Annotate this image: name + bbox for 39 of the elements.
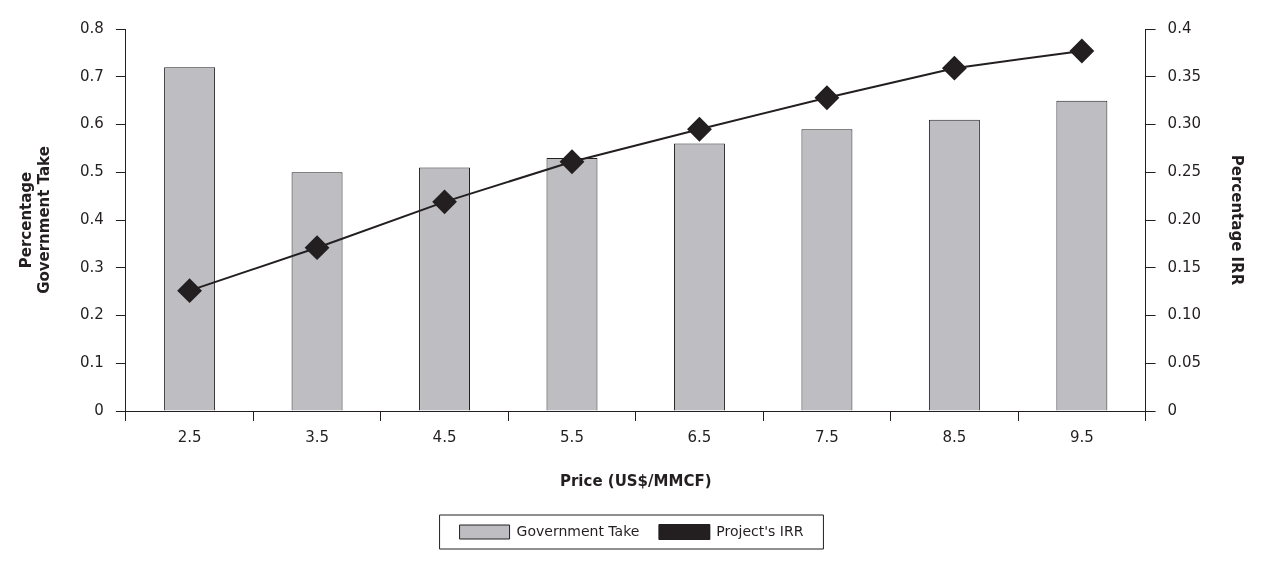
point <box>814 85 839 110</box>
y2-tick-label: 0 <box>1167 400 1178 419</box>
legend-label: Government Take <box>516 522 640 539</box>
y2-tick-label: 0.4 <box>1167 18 1192 37</box>
y-tick-label: 0.4 <box>80 209 104 228</box>
point <box>687 117 712 142</box>
y-axis-title: Percentage Government Take <box>16 146 53 294</box>
y2-tick-label: 0.20 <box>1167 209 1202 228</box>
x-tick-label: 5.5 <box>560 427 584 446</box>
point <box>1069 38 1094 63</box>
point <box>942 56 967 81</box>
y-tick-label: 0.1 <box>80 353 104 372</box>
y2-tick-label: 0.05 <box>1167 353 1202 372</box>
point <box>305 235 330 260</box>
x-tick-label: 4.5 <box>432 427 457 446</box>
x-tick-label: 7.5 <box>815 427 839 446</box>
x-tick-label: 6.5 <box>687 427 712 446</box>
x-tick-label: 8.5 <box>942 427 967 446</box>
x-tick-label: 3.5 <box>305 427 329 446</box>
y-tick-label: 0.7 <box>80 66 104 85</box>
x-tick-label: 2.5 <box>177 427 202 446</box>
legend-label: Project's IRR <box>716 522 804 539</box>
y-tick-label: 0.5 <box>80 162 104 181</box>
y2-axis-title: Percentage IRR <box>1228 154 1247 286</box>
y-tick-label: 0.2 <box>80 305 104 324</box>
y-tick-label: 0.3 <box>80 257 104 276</box>
point <box>177 278 202 303</box>
point <box>559 149 584 174</box>
y2-tick-label: 0.10 <box>1167 305 1202 324</box>
y2-tick-label: 0.15 <box>1167 257 1202 276</box>
y-tick-label: 0.8 <box>80 18 104 37</box>
y2-tick-label: 0.30 <box>1167 114 1202 133</box>
y-tick-label: 0.6 <box>80 114 104 133</box>
y-tick-label: 0 <box>94 400 104 419</box>
x-axis-title: Price (US$/MMCF) <box>559 471 712 490</box>
point <box>432 189 457 214</box>
x-tick-label: 9.5 <box>1069 427 1094 446</box>
y2-tick-label: 0.25 <box>1167 162 1202 181</box>
y2-tick-label: 0.35 <box>1167 66 1202 85</box>
